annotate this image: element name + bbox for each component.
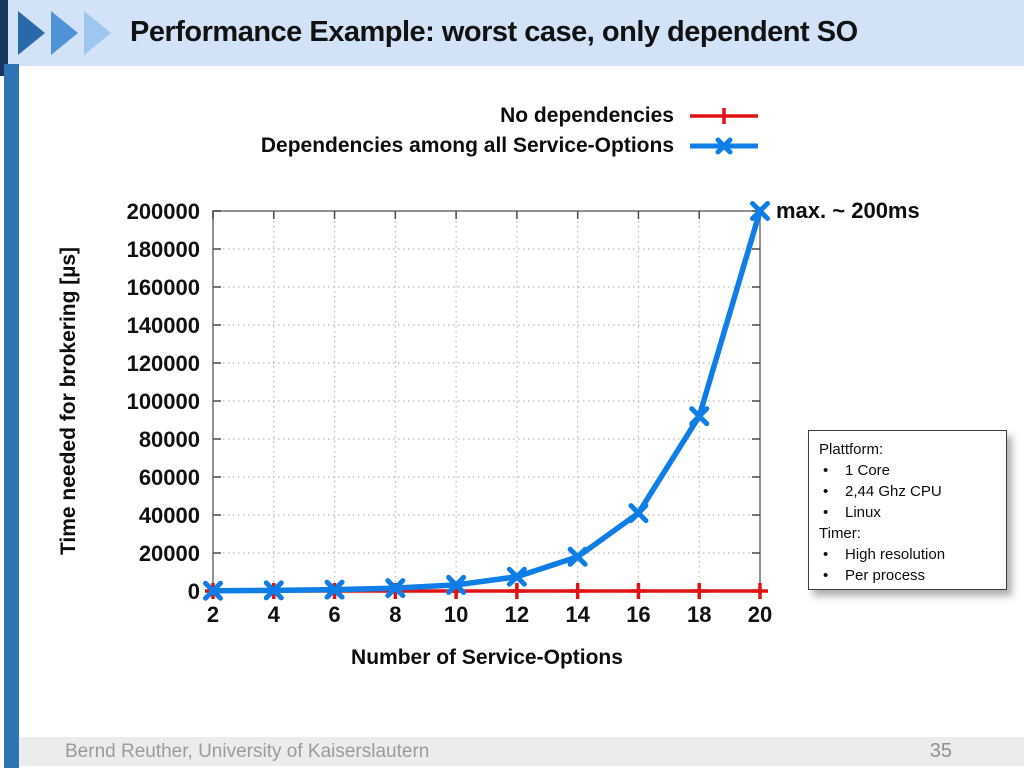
bullet-icon: • <box>823 567 829 584</box>
header-accent-bar <box>0 0 8 76</box>
svg-text:10: 10 <box>444 602 468 627</box>
svg-text:8: 8 <box>389 602 401 627</box>
note-line: Plattform: <box>819 439 1000 460</box>
bullet-icon: • <box>823 504 829 521</box>
max-annotation: max. ~ 200ms <box>776 198 920 223</box>
left-stripe <box>4 64 19 768</box>
svg-text:12: 12 <box>505 602 529 627</box>
svg-text:6: 6 <box>328 602 340 627</box>
note-line: • 2,44 Ghz CPU <box>819 481 1000 502</box>
plot-frame <box>212 210 761 592</box>
slide-title: Performance Example: worst case, only de… <box>130 16 858 48</box>
y-axis-label: Time needed for brokering [µs] <box>57 246 80 556</box>
note-text: Timer: <box>819 525 861 542</box>
bullet-icon: • <box>823 462 829 479</box>
legend-sample-line <box>690 137 758 155</box>
series-dependencies <box>203 201 770 601</box>
note-text: Plattform: <box>819 441 884 458</box>
note-line: • 1 Core <box>819 460 1000 481</box>
note-line: • High resolution <box>819 544 1000 565</box>
note-line: • Per process <box>819 565 1000 586</box>
svg-text:140000: 140000 <box>127 313 200 338</box>
chevron-icon <box>18 11 45 55</box>
chevron-icon <box>84 11 111 55</box>
svg-text:0: 0 <box>188 579 200 604</box>
axis-ticks <box>212 210 761 592</box>
svg-text:40000: 40000 <box>139 503 200 528</box>
grid <box>213 211 760 591</box>
footer-author: Bernd Reuther, University of Kaiserslaut… <box>65 741 430 762</box>
svg-text:180000: 180000 <box>127 237 200 262</box>
chevron-icon <box>51 11 78 55</box>
legend-row: Dependencies among all Service-Options <box>261 133 760 159</box>
bullet-icon: • <box>823 546 829 563</box>
svg-text:100000: 100000 <box>127 389 200 414</box>
svg-text:2: 2 <box>207 602 219 627</box>
note-text: High resolution <box>845 546 946 563</box>
svg-text:14: 14 <box>565 602 590 627</box>
legend-sample-line <box>690 108 758 124</box>
svg-text:60000: 60000 <box>139 465 200 490</box>
legend-label: Dependencies among all Service-Options <box>260 134 674 157</box>
note-text: 1 Core <box>845 462 891 479</box>
svg-text:20000: 20000 <box>139 541 200 566</box>
x-axis-label: Number of Service-Options <box>351 646 623 669</box>
bullet-icon: • <box>823 483 829 500</box>
chart-legend: No dependencies Dependencies among all Se… <box>261 103 760 159</box>
svg-text:18: 18 <box>687 602 711 627</box>
svg-text:120000: 120000 <box>127 351 200 376</box>
legend-row: No dependencies <box>500 103 760 129</box>
legend-label: No dependencies <box>500 104 674 127</box>
page-number: 35 <box>929 740 952 762</box>
note-line: • Linux <box>819 502 1000 523</box>
platform-note-box: Plattform: • 1 Core • 2,44 Ghz CPU • Linux Time… <box>808 430 1007 590</box>
svg-text:20: 20 <box>748 602 772 627</box>
svg-text:200000: 200000 <box>127 199 200 224</box>
svg-text:16: 16 <box>626 602 650 627</box>
header-band <box>0 0 1024 66</box>
note-line: Timer: <box>819 523 1000 544</box>
note-text: Linux <box>845 504 881 521</box>
note-text: 2,44 Ghz CPU <box>845 483 942 500</box>
svg-text:160000: 160000 <box>127 275 200 300</box>
svg-text:80000: 80000 <box>139 427 200 452</box>
svg-text:4: 4 <box>268 602 281 627</box>
note-text: Per process <box>845 567 926 584</box>
footer-band: Bernd Reuther, University of Kaiserslaut… <box>19 737 1024 766</box>
tick-labels: 2 4 6 8 10 12 14 16 18 20 0 20000 40000 60000 80000 100… <box>127 199 773 627</box>
